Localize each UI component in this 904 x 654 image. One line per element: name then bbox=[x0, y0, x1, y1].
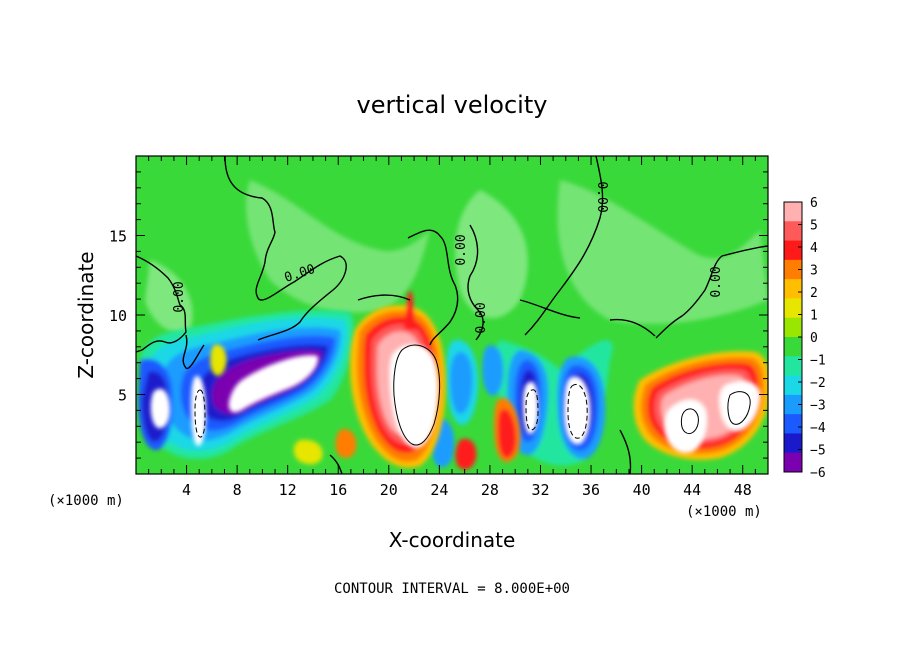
x-unit-right: (×1000 m) bbox=[686, 504, 762, 520]
contour-label: 0.00 bbox=[474, 302, 489, 333]
negative-contours bbox=[194, 384, 588, 439]
colorbar-swatch bbox=[784, 240, 802, 261]
y-tick-label: 15 bbox=[109, 228, 127, 246]
colorbar: 6 5 4 3 2 1 0 −1 −2 −3 −4 −5 −6 bbox=[783, 196, 826, 481]
x-tick-label: 48 bbox=[734, 481, 752, 499]
colorbar-label: 4 bbox=[810, 241, 818, 256]
colorbar-swatch bbox=[784, 259, 802, 280]
colorbar-swatch bbox=[784, 337, 802, 357]
x-axis-label: X-coordinate bbox=[389, 528, 516, 552]
colorbar-label: −4 bbox=[810, 421, 826, 436]
chart-title: vertical velocity bbox=[357, 91, 548, 119]
colorbar-label: −6 bbox=[810, 466, 826, 481]
x-unit-left: (×1000 m) bbox=[48, 493, 124, 509]
colorbar-label: 5 bbox=[810, 219, 818, 234]
x-tick-label: 44 bbox=[683, 481, 701, 499]
x-tick-label: 24 bbox=[430, 481, 448, 499]
colorbar-label: 2 bbox=[810, 286, 818, 301]
colorbar-swatch bbox=[784, 394, 802, 415]
x-tick-label: 28 bbox=[481, 481, 499, 499]
colorbar-swatch bbox=[784, 221, 802, 242]
zero-contours bbox=[136, 156, 768, 474]
colorbar-swatch bbox=[784, 414, 802, 434]
colorbar-label: 1 bbox=[810, 309, 818, 324]
x-tick-label: 40 bbox=[633, 481, 651, 499]
x-axis: 4 8 12 16 20 24 28 32 36 40 44 48 bbox=[148, 156, 756, 499]
x-tick-label: 32 bbox=[531, 481, 549, 499]
y-tick-label: 5 bbox=[118, 387, 127, 405]
contour-interval-note: CONTOUR INTERVAL = 8.000E+00 bbox=[334, 581, 570, 597]
colorbar-swatch bbox=[784, 375, 802, 396]
x-tick-label: 20 bbox=[380, 481, 398, 499]
colorbar-label: −2 bbox=[810, 376, 826, 391]
colorbar-label: −5 bbox=[810, 444, 826, 459]
colorbar-swatch bbox=[784, 279, 802, 299]
colorbar-swatch bbox=[784, 298, 802, 319]
colorbar-label: −1 bbox=[810, 354, 826, 369]
weak-updraft-shading bbox=[145, 180, 768, 333]
y-axis: 5 10 15 bbox=[109, 171, 768, 459]
y-tick-label: 10 bbox=[109, 307, 127, 325]
x-tick-label: 12 bbox=[279, 481, 297, 499]
plot-area: 0.00 0.00 0.00 0.00 0.00 0.00 bbox=[135, 155, 769, 475]
colorbar-swatch bbox=[784, 356, 802, 377]
colorbar-swatch bbox=[784, 433, 802, 454]
contour-label: 0.00 bbox=[594, 181, 609, 212]
contour-label: 0.00 bbox=[172, 281, 187, 312]
colorbar-label: −3 bbox=[810, 399, 826, 414]
colorbar-swatch bbox=[784, 202, 802, 222]
x-tick-label: 4 bbox=[182, 481, 191, 499]
contour-label: 0.00 bbox=[709, 266, 724, 297]
colorbar-label: 0 bbox=[810, 331, 818, 346]
colorbar-label: 6 bbox=[810, 196, 818, 211]
contour-label: 0.00 bbox=[454, 234, 469, 265]
y-axis-label: Z-coordinate bbox=[74, 251, 98, 378]
x-tick-label: 8 bbox=[233, 481, 242, 499]
positive-contours bbox=[393, 344, 751, 446]
colorbar-swatch bbox=[784, 317, 802, 338]
x-tick-label: 36 bbox=[582, 481, 600, 499]
colorbar-label: 3 bbox=[810, 264, 818, 279]
colorbar-swatch bbox=[784, 452, 802, 473]
x-tick-label: 16 bbox=[329, 481, 347, 499]
